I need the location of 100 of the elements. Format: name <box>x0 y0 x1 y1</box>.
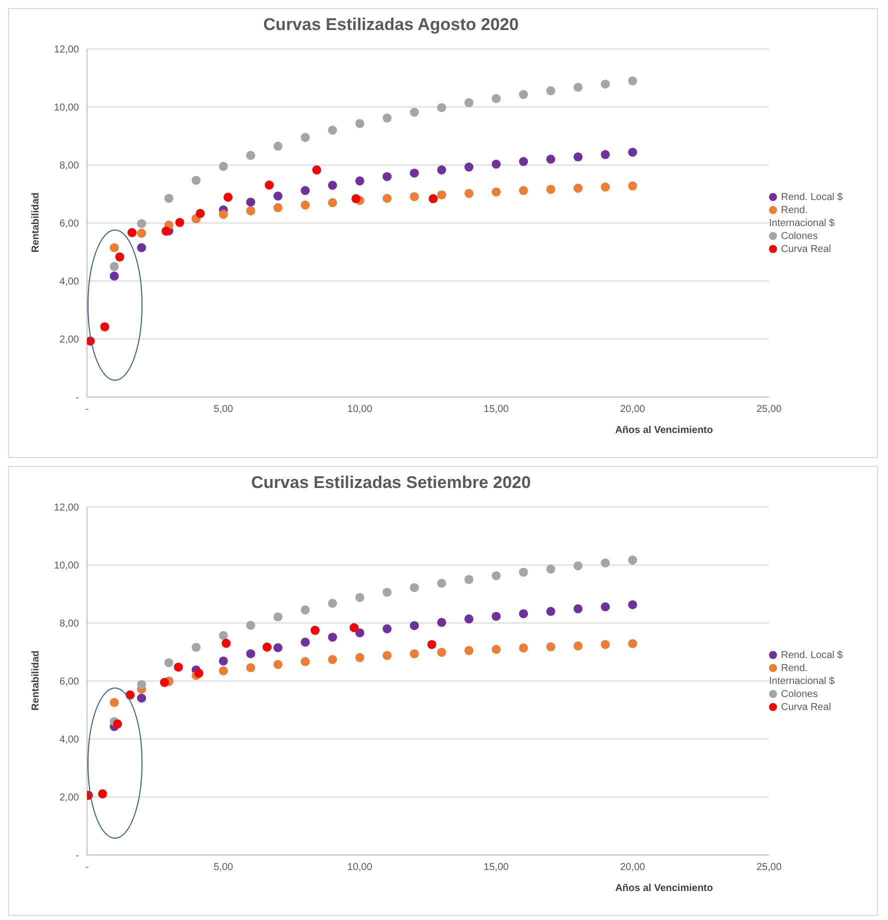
point <box>355 592 364 602</box>
point <box>192 642 201 652</box>
point <box>175 218 184 227</box>
point <box>546 86 556 96</box>
point <box>628 556 638 565</box>
y-tick-label: - <box>76 392 79 404</box>
point <box>110 272 119 281</box>
y-tick-label: - <box>76 850 79 862</box>
legend-label: Rend. Local $ <box>781 650 843 660</box>
point <box>628 639 638 648</box>
x-tick-label: 10,00 <box>347 862 373 874</box>
point <box>437 648 446 657</box>
point <box>264 180 274 190</box>
point <box>273 643 282 652</box>
point <box>382 624 392 634</box>
point <box>574 152 583 162</box>
y-tick-label: 6,00 <box>60 676 80 688</box>
point <box>246 198 256 207</box>
point <box>437 103 446 112</box>
legend-label: Rend. Internacional $ <box>769 662 835 686</box>
point <box>300 605 310 614</box>
point <box>328 180 338 190</box>
point <box>574 604 583 614</box>
x-tick-label: 10,00 <box>347 404 373 416</box>
point <box>218 630 228 640</box>
point <box>492 612 501 621</box>
point <box>137 694 146 703</box>
point <box>246 649 256 658</box>
x-tick-label: 15,00 <box>484 404 510 416</box>
point <box>600 558 610 568</box>
point <box>194 668 204 678</box>
point <box>273 203 282 212</box>
point <box>518 90 528 100</box>
point <box>137 219 146 228</box>
chart-title: Curvas Estilizadas Agosto 2020 <box>262 15 520 35</box>
x-axis-title: Años al Vencimiento <box>615 425 713 436</box>
point <box>546 642 556 652</box>
y-tick-label: 6,00 <box>60 218 80 230</box>
point <box>355 628 364 638</box>
point <box>100 322 110 332</box>
legend-label: Rend. Local $ <box>781 192 843 202</box>
y-tick-label: 4,00 <box>60 276 80 288</box>
legend-label: Rend. Internacional $ <box>769 204 835 228</box>
point <box>600 182 610 192</box>
point <box>218 162 228 171</box>
y-tick-label: 8,00 <box>60 160 80 172</box>
point <box>546 606 556 616</box>
point <box>351 194 360 204</box>
point <box>115 252 124 262</box>
point <box>600 80 610 89</box>
point <box>428 194 438 204</box>
point <box>222 638 231 648</box>
y-tick-label: 4,00 <box>60 734 80 746</box>
point <box>464 646 474 656</box>
point <box>196 208 205 218</box>
y-tick-label: 12,00 <box>54 44 80 56</box>
point <box>273 660 282 669</box>
y-tick-label: 8,00 <box>60 618 80 630</box>
point <box>574 561 583 570</box>
point <box>437 165 446 174</box>
y-tick-label: 2,00 <box>60 334 80 346</box>
point <box>410 192 419 202</box>
x-tick-label: - <box>85 862 89 874</box>
point <box>328 632 338 642</box>
x-tick-label: 20,00 <box>620 404 646 416</box>
point <box>492 571 501 580</box>
point <box>600 150 610 160</box>
x-axis-title: Años al Vencimiento <box>615 883 713 894</box>
point <box>137 680 146 689</box>
legend-label: Curva Real <box>781 702 832 712</box>
point <box>162 226 171 236</box>
point <box>300 186 310 196</box>
point <box>355 176 364 186</box>
point <box>382 650 392 660</box>
point <box>328 126 338 135</box>
point <box>410 621 419 630</box>
point <box>546 154 556 164</box>
point <box>128 228 137 238</box>
point <box>110 243 119 252</box>
point <box>574 184 583 193</box>
point <box>410 583 419 592</box>
point <box>300 657 310 666</box>
point <box>300 638 310 647</box>
legend-label: Curva Real <box>781 244 832 254</box>
point <box>137 228 146 238</box>
point <box>628 600 638 610</box>
point <box>218 666 228 676</box>
point <box>464 574 474 584</box>
point <box>518 186 528 196</box>
legend-label: Colones <box>781 230 818 242</box>
point <box>355 653 364 662</box>
point <box>437 618 446 627</box>
point <box>273 192 282 201</box>
chart-title: Curvas Estilizadas Setiembre 2020 <box>250 473 532 493</box>
point <box>574 641 583 650</box>
point <box>628 76 638 86</box>
legend-label: Colones <box>781 688 818 700</box>
point <box>464 188 474 198</box>
y-axis-title: Rentabilidad <box>30 650 42 710</box>
point <box>628 148 638 157</box>
